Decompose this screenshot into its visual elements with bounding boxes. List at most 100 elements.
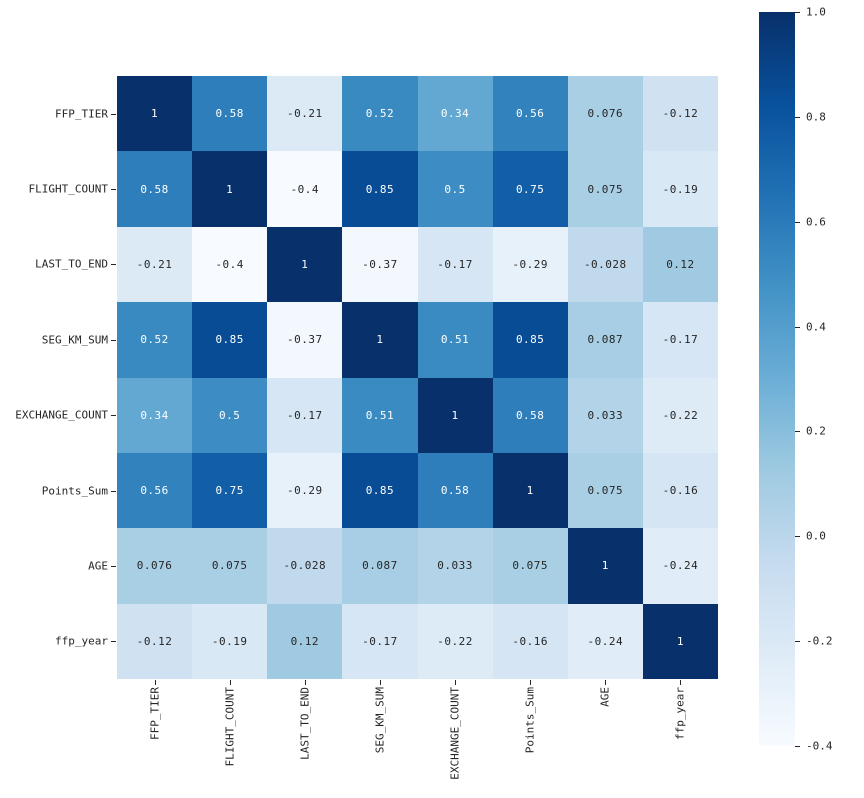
cell-value: 0.58	[215, 107, 244, 121]
x-tick-mark	[304, 680, 306, 685]
heatmap-cell: -0.17	[267, 377, 343, 453]
cell-value: 0.58	[515, 408, 545, 422]
cell-value: -0.37	[287, 333, 323, 347]
heatmap-cell: -0.19	[192, 603, 268, 679]
cell-value: -0.29	[287, 484, 323, 498]
heatmap-cell: 1	[342, 302, 418, 378]
cell-value: -0.17	[287, 408, 323, 422]
cell-value: -0.4	[290, 182, 320, 196]
x-tick-label-wrap: LAST_TO_END	[298, 687, 311, 760]
heatmap-cell: 0.075	[192, 528, 268, 604]
heatmap-cell: 0.075	[567, 452, 643, 529]
heatmap-cell: 0.076	[567, 76, 643, 152]
heatmap-cell: 0.075	[492, 528, 568, 604]
cell-value: 0.5	[444, 182, 466, 196]
x-tick-mark	[154, 680, 156, 685]
cell-value: 0.34	[140, 408, 169, 422]
cell-value: -0.17	[437, 257, 473, 271]
y-tick-mark	[111, 264, 116, 266]
cell-value: 0.85	[365, 182, 395, 196]
heatmap-grid: 1 0.58 -0.21 0.52 0.34 0.56 0.076 -0.12 0.58 1 -0.…	[117, 76, 718, 679]
heatmap-cell: 0.34	[117, 377, 193, 453]
cell-value: 0.51	[440, 333, 470, 347]
colorbar-tick-label: 0.6	[806, 215, 826, 229]
heatmap-cell: -0.12	[642, 76, 718, 152]
heatmap-cell: 1	[192, 151, 268, 227]
x-tick-label-wrap: ffp_year	[674, 687, 687, 740]
cell-value: -0.16	[662, 484, 699, 498]
cell-value: -0.17	[662, 333, 699, 347]
heatmap-cell: 0.5	[417, 151, 493, 227]
cell-value: 1	[151, 107, 159, 121]
cell-value: -0.028	[583, 257, 627, 271]
colorbar-tick-label: -0.4	[806, 739, 833, 753]
x-tick-mark	[605, 680, 607, 685]
y-tick-mark	[111, 339, 116, 341]
x-tick-label-wrap: FFP_TIER	[148, 687, 161, 740]
y-tick-label: SEG_KM_SUM	[41, 333, 108, 347]
heatmap-cell: -0.17	[642, 302, 718, 378]
cell-value: 0.033	[587, 408, 624, 422]
cell-value: 1	[601, 559, 609, 573]
heatmap-cell: -0.29	[492, 226, 568, 303]
colorbar-tick-label: 0.4	[806, 320, 826, 334]
cell-value: 0.5	[219, 408, 241, 422]
colorbar-tick-label: 1.0	[806, 5, 826, 19]
cell-value: -0.4	[215, 257, 244, 271]
y-tick-mark	[111, 415, 116, 417]
heatmap-cell: -0.4	[192, 226, 268, 303]
colorbar-tick-label: 0.0	[806, 529, 826, 543]
heatmap-cell: -0.29	[267, 452, 343, 529]
heatmap-cell: 1	[267, 226, 343, 303]
heatmap-cell: 0.34	[417, 76, 493, 152]
cell-value: 1	[451, 408, 459, 422]
heatmap-cell: 0.58	[492, 377, 568, 453]
heatmap-cell: -0.22	[642, 377, 718, 453]
heatmap-cell: -0.21	[267, 76, 343, 152]
heatmap-cell: -0.4	[267, 151, 343, 227]
heatmap-cell: -0.37	[342, 226, 418, 303]
heatmap-cell: -0.028	[567, 226, 643, 303]
heatmap-cell: 1	[567, 528, 643, 604]
cell-value: 1	[301, 257, 309, 271]
heatmap-cell: -0.16	[492, 603, 568, 679]
colorbar-tick-mark	[795, 536, 800, 538]
heatmap-cell: 0.85	[342, 452, 418, 529]
heatmap-cell: -0.21	[117, 226, 193, 303]
cell-value: 0.087	[362, 559, 398, 573]
cell-value: 0.12	[666, 257, 695, 271]
y-tick-label: Points_Sum	[41, 484, 108, 498]
cell-value: 0.58	[440, 484, 470, 498]
heatmap-cell: 0.75	[492, 151, 568, 227]
cell-value: 0.34	[440, 107, 470, 121]
heatmap-cell: 0.087	[342, 528, 418, 604]
cell-value: 0.076	[136, 559, 173, 573]
heatmap-cell: 0.51	[342, 377, 418, 453]
colorbar-tick-mark	[795, 431, 800, 433]
cell-value: -0.29	[512, 257, 548, 271]
heatmap-cell: 0.58	[417, 452, 493, 529]
cell-value: 0.52	[365, 107, 395, 121]
cell-value: -0.17	[362, 634, 398, 648]
cell-value: -0.24	[662, 559, 699, 573]
cell-value: 0.033	[437, 559, 473, 573]
cell-value: 0.85	[515, 333, 545, 347]
x-tick-label: EXCHANGE_COUNT	[448, 687, 462, 780]
x-tick-mark	[455, 680, 457, 685]
x-tick-mark	[379, 680, 381, 685]
colorbar-tick-label: 0.8	[806, 110, 826, 124]
cell-value: -0.22	[662, 408, 699, 422]
heatmap-cell: 0.52	[117, 302, 193, 378]
heatmap-cell: -0.028	[267, 528, 343, 604]
heatmap-cell: 0.033	[567, 377, 643, 453]
x-tick-mark	[680, 680, 682, 685]
cell-value: 0.075	[211, 559, 248, 573]
colorbar	[759, 12, 795, 746]
heatmap-cell: -0.24	[642, 528, 718, 604]
heatmap-cell: 0.033	[417, 528, 493, 604]
heatmap-cell: 0.075	[567, 151, 643, 227]
colorbar-tick-mark	[795, 221, 800, 223]
cell-value: -0.12	[662, 107, 699, 121]
cell-value: -0.22	[437, 634, 473, 648]
